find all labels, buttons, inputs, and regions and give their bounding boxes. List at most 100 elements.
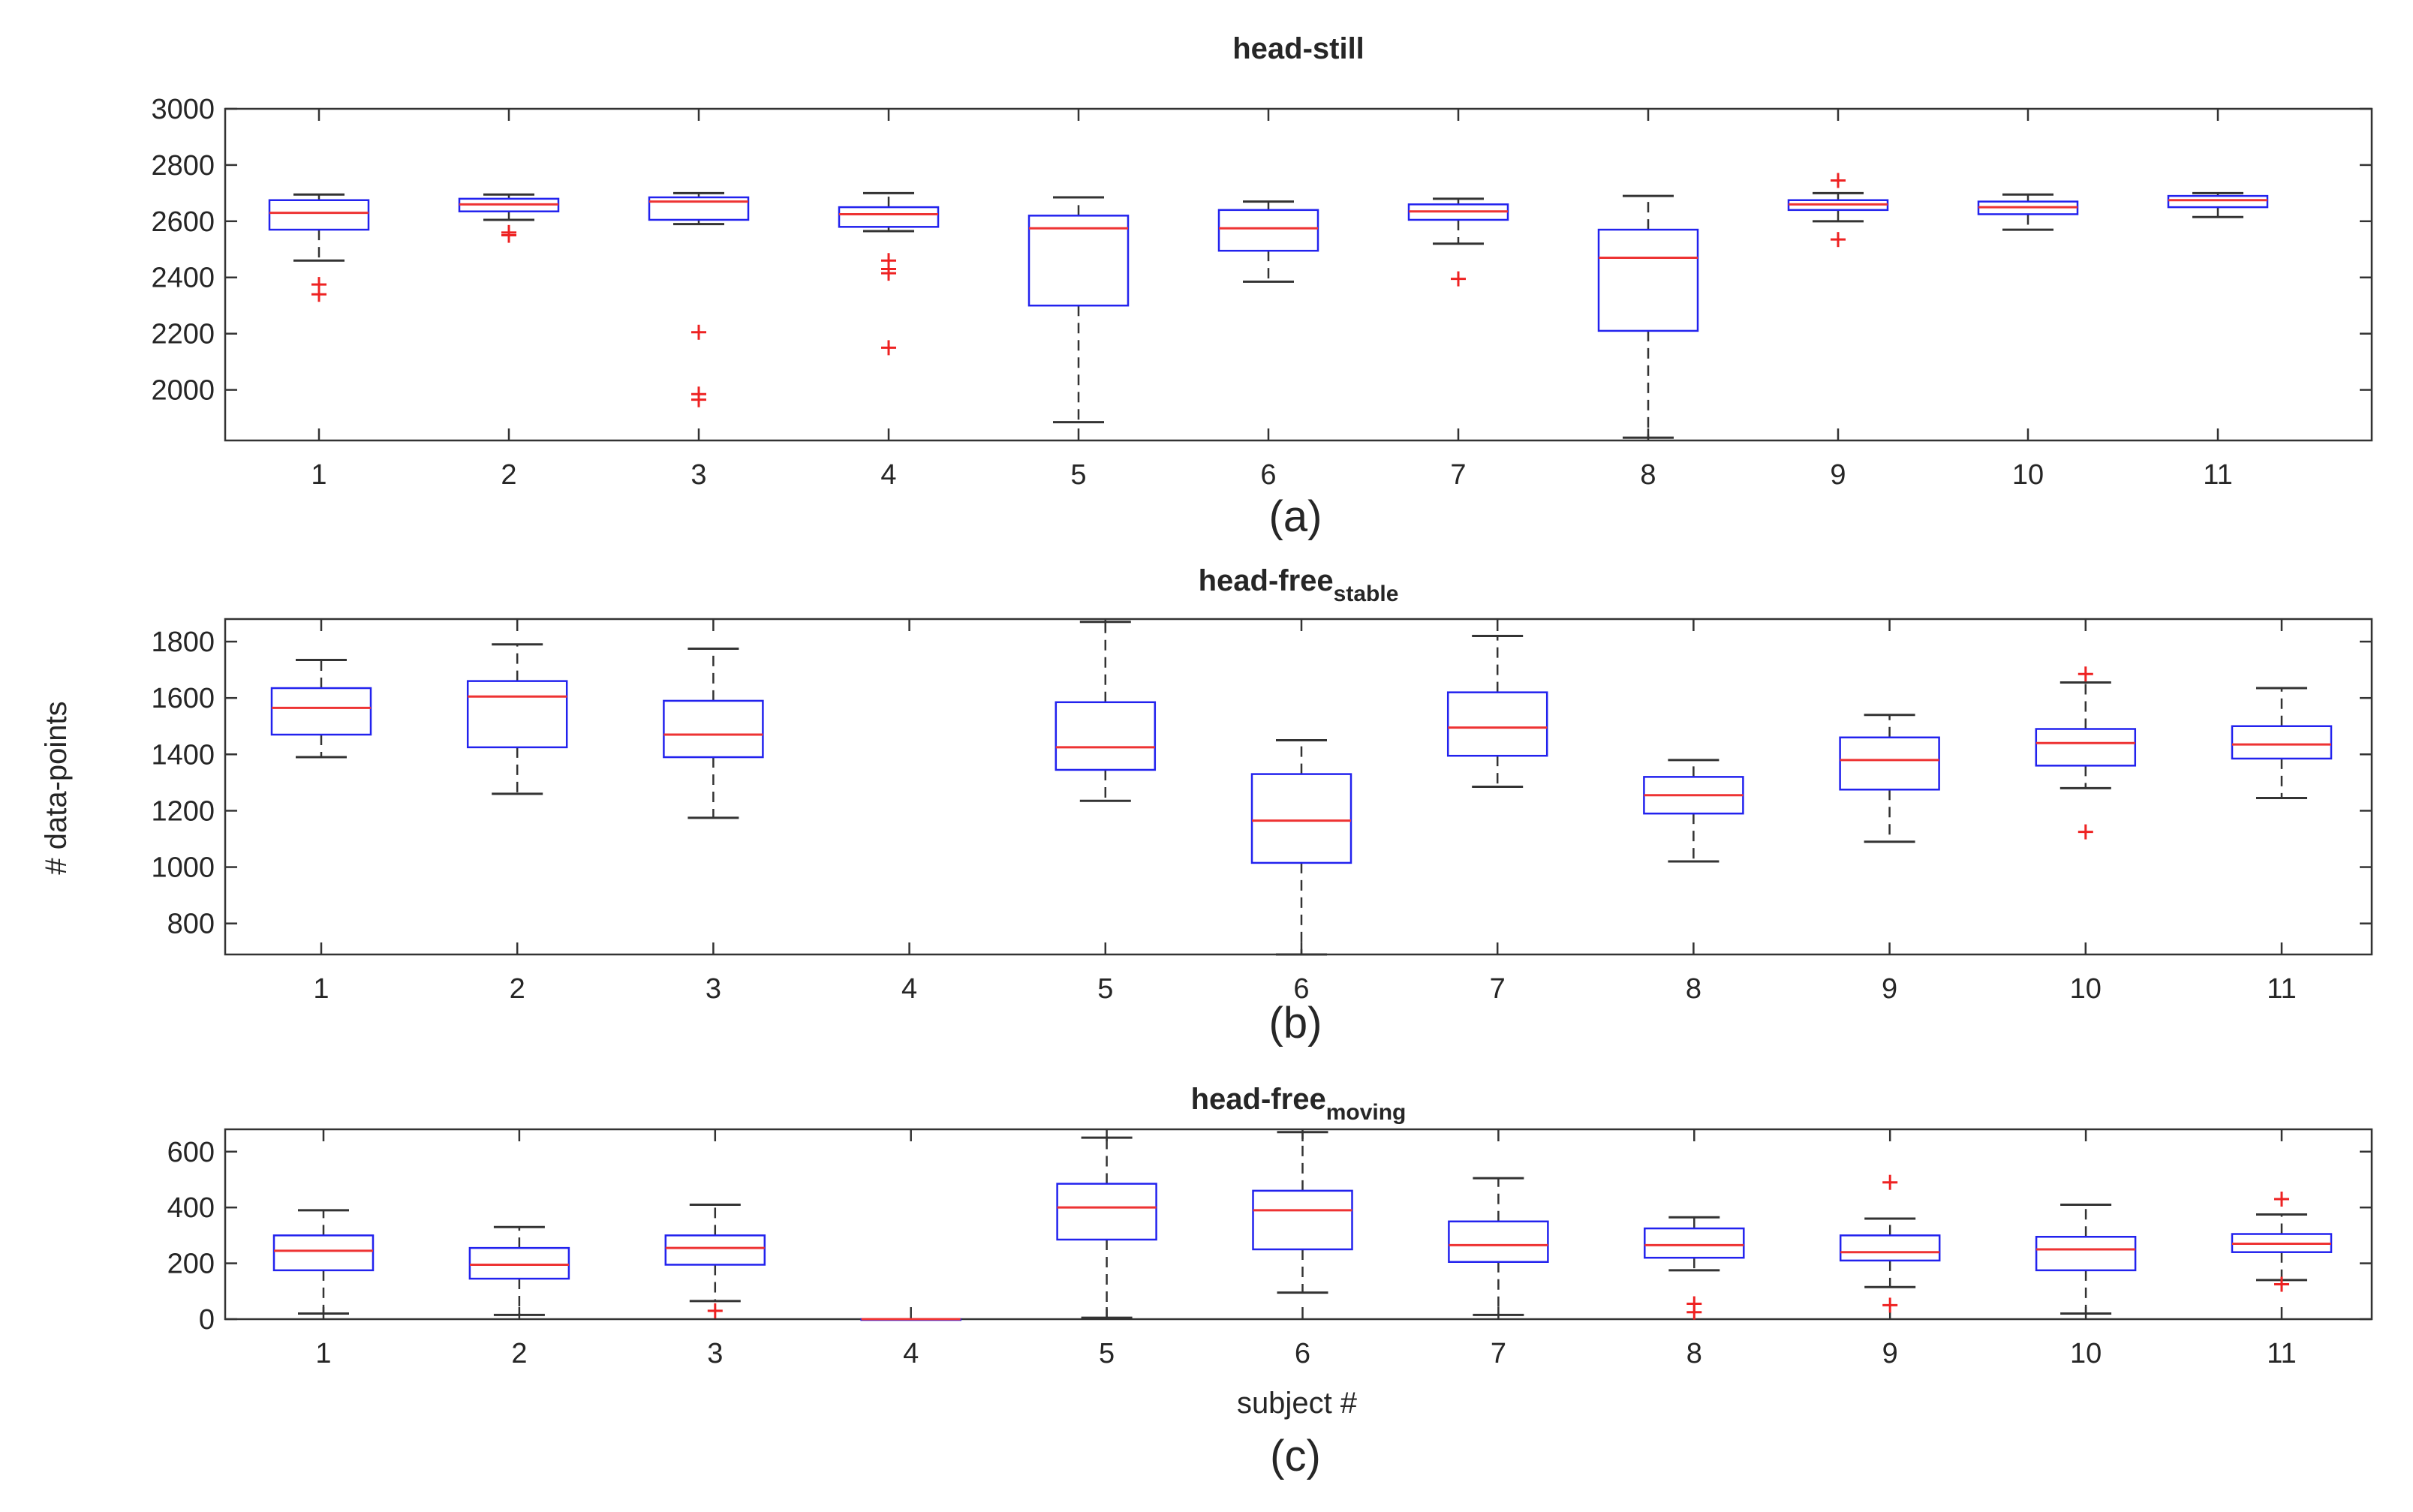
box-subject-11 bbox=[2231, 1192, 2333, 1292]
box-subject-3 bbox=[648, 191, 750, 407]
box-subject-2 bbox=[466, 643, 568, 795]
box-iqr bbox=[268, 199, 370, 231]
x-tick-label: 1 bbox=[315, 1338, 331, 1369]
outlier-marker bbox=[881, 340, 896, 356]
outlier-marker bbox=[311, 277, 326, 293]
x-tick-label: 4 bbox=[903, 1338, 919, 1369]
outlier-marker bbox=[1831, 232, 1846, 248]
x-tick-label: 6 bbox=[1295, 1338, 1310, 1369]
x-tick-label: 7 bbox=[1491, 1338, 1506, 1369]
panel-label: (c) bbox=[1270, 1432, 1321, 1480]
y-tick-label: 200 bbox=[167, 1249, 215, 1280]
box-iqr bbox=[1839, 1234, 1941, 1262]
x-tick-label: 10 bbox=[2012, 459, 2044, 491]
y-tick-label: 0 bbox=[199, 1304, 215, 1336]
panel-title-main: head-free bbox=[1199, 564, 1334, 597]
panel-title: head-freemoving bbox=[1191, 1083, 1407, 1125]
box-iqr bbox=[648, 196, 750, 221]
x-tick-label: 8 bbox=[1686, 1338, 1702, 1369]
panel-title-main: head-free bbox=[1191, 1083, 1326, 1116]
box-iqr bbox=[1250, 773, 1352, 864]
box-subject-7 bbox=[1446, 635, 1548, 788]
x-tick-label: 11 bbox=[2203, 459, 2232, 491]
box-subject-10 bbox=[1977, 193, 2079, 231]
y-tick-label: 2000 bbox=[151, 375, 215, 407]
box-subject-1 bbox=[268, 193, 370, 302]
outlier-marker bbox=[1451, 271, 1466, 287]
box-iqr bbox=[1597, 228, 1699, 332]
box-subject-10 bbox=[2035, 666, 2137, 840]
box-subject-8 bbox=[1644, 1216, 1745, 1320]
x-tick-label: 6 bbox=[1260, 459, 1276, 491]
box-iqr bbox=[272, 1234, 375, 1272]
box-iqr bbox=[466, 680, 568, 749]
y-tick-label: 1400 bbox=[151, 739, 215, 771]
x-tick-label: 9 bbox=[1882, 1338, 1898, 1369]
x-tick-label: 11 bbox=[2267, 1338, 2296, 1369]
panel-b: 800 1000 1200 1400 1600 1800 1 2 3 4 5 6 7 8 9 10 11 head… bbox=[151, 564, 2373, 1048]
x-tick-label: 10 bbox=[2070, 1338, 2102, 1369]
box-iqr bbox=[2167, 194, 2269, 209]
y-tick-label: 3000 bbox=[151, 94, 215, 125]
outlier-marker bbox=[2274, 1192, 2289, 1207]
axes-frame bbox=[224, 107, 2373, 442]
outlier-marker bbox=[1831, 173, 1846, 188]
box-iqr bbox=[1644, 1227, 1745, 1259]
y-tick-label: 2200 bbox=[151, 319, 215, 350]
y-tick-label: 600 bbox=[167, 1137, 215, 1168]
x-tick-label: 10 bbox=[2070, 973, 2102, 1005]
box-subject-10 bbox=[2035, 1203, 2137, 1315]
box-subject-3 bbox=[663, 647, 764, 819]
x-tick-label: 1 bbox=[311, 459, 326, 491]
panel-label: (a) bbox=[1269, 492, 1322, 541]
outlier-marker bbox=[1882, 1174, 1898, 1190]
outlier-marker bbox=[707, 1303, 723, 1318]
box-subject-6 bbox=[1250, 739, 1352, 956]
y-tick-label: 1600 bbox=[151, 683, 215, 714]
box-iqr bbox=[1027, 215, 1130, 307]
x-tick-label: 7 bbox=[1490, 973, 1506, 1005]
x-tick-label: 3 bbox=[706, 973, 721, 1005]
box-iqr bbox=[1446, 691, 1548, 757]
y-tick-label: 2400 bbox=[151, 263, 215, 294]
x-tick-label: 11 bbox=[2267, 973, 2296, 1005]
box-iqr bbox=[1217, 209, 1319, 252]
x-tick-label: 8 bbox=[1640, 459, 1656, 491]
box-iqr bbox=[468, 1246, 570, 1280]
box-subject-5 bbox=[1056, 1136, 1157, 1319]
x-tick-label: 5 bbox=[1097, 973, 1113, 1005]
box-subject-4 bbox=[860, 1318, 961, 1321]
box-subject-1 bbox=[272, 1209, 375, 1315]
x-tick-label: 4 bbox=[901, 973, 917, 1005]
x-tick-label: 3 bbox=[707, 1338, 723, 1369]
box-subject-11 bbox=[2167, 191, 2269, 218]
outlier-marker bbox=[1686, 1296, 1702, 1312]
panel-title: head-freestable bbox=[1199, 564, 1399, 606]
x-tick-label: 5 bbox=[1099, 1338, 1115, 1369]
y-axis-label: # data-points bbox=[40, 701, 73, 874]
box-iqr bbox=[664, 1234, 766, 1266]
box-subject-8 bbox=[1643, 759, 1744, 863]
x-tick-label: 5 bbox=[1070, 459, 1086, 491]
box-iqr bbox=[663, 699, 764, 759]
outlier-marker bbox=[2078, 824, 2093, 840]
box-subject-1 bbox=[270, 658, 372, 759]
panel-label: (b) bbox=[1269, 999, 1322, 1048]
y-tick-label: 1800 bbox=[151, 627, 215, 658]
box-subject-4 bbox=[838, 191, 940, 356]
panel-title-subscript: stable bbox=[1334, 582, 1399, 606]
outlier-marker bbox=[1882, 1297, 1898, 1313]
x-tick-label: 8 bbox=[1686, 973, 1701, 1005]
box-subject-5 bbox=[1055, 621, 1157, 802]
panel-c: 0 200 400 600 1 2 3 4 5 6 7 8 9 10 11 head-freemoving (c… bbox=[167, 1083, 2373, 1480]
box-iqr bbox=[1055, 701, 1157, 771]
y-tick-label: 400 bbox=[167, 1192, 215, 1224]
x-tick-label: 1 bbox=[313, 973, 329, 1005]
x-tick-label: 2 bbox=[510, 973, 525, 1005]
box-iqr bbox=[1839, 736, 1940, 791]
box-iqr bbox=[2035, 1235, 2137, 1272]
outlier-marker bbox=[2078, 666, 2093, 682]
x-tick-label: 3 bbox=[691, 459, 706, 491]
y-tick-label: 800 bbox=[167, 909, 215, 940]
